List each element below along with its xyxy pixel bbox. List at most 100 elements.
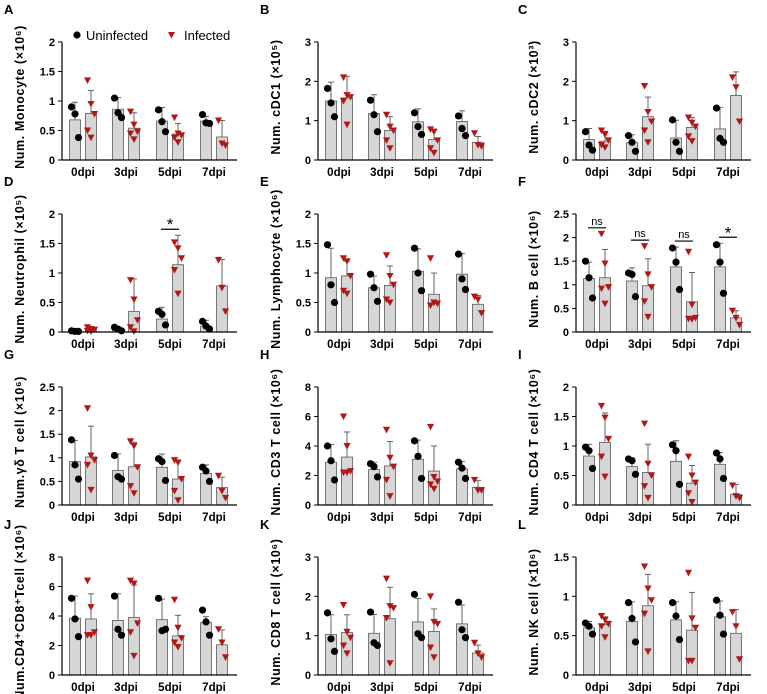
point-uninfected: [631, 638, 640, 646]
point-uninfected: [588, 294, 597, 302]
point-infected: [221, 494, 230, 502]
point-infected: [728, 482, 737, 490]
point-uninfected: [117, 113, 126, 122]
point-infected: [83, 127, 92, 135]
point-infected: [339, 601, 348, 609]
point-infected: [647, 118, 656, 126]
chart-svg: G Num.γδ T cell (×10⁶) 0 0.5 1 1.5 2 2.5 0dpi 3dp…: [4, 347, 237, 524]
point-uninfected: [417, 474, 426, 483]
y-tick-label: 0.5: [554, 303, 569, 315]
point-uninfected: [366, 270, 375, 278]
bar-infected-5dpi: [172, 264, 184, 333]
point-infected: [426, 481, 435, 488]
point-infected: [126, 130, 135, 138]
point-uninfected: [327, 457, 335, 465]
point-uninfected: [117, 631, 126, 639]
point-infected: [343, 650, 351, 657]
point-infected: [688, 499, 696, 506]
point-infected: [470, 639, 479, 647]
y-tick-label: 1: [563, 116, 569, 128]
point-uninfected: [202, 618, 210, 626]
point-uninfected: [198, 110, 207, 119]
point-uninfected: [624, 599, 633, 607]
point-uninfected: [628, 457, 636, 465]
point-uninfected: [458, 275, 466, 283]
y-tick-label: 0: [305, 670, 311, 682]
point-infected: [174, 130, 182, 138]
significance-label: *: [725, 223, 732, 242]
point-infected: [644, 109, 652, 116]
point-infected: [346, 634, 355, 642]
point-infected: [477, 487, 486, 494]
point-infected: [382, 137, 391, 144]
point-uninfected: [585, 274, 593, 282]
bar-uninfected-0dpi: [325, 100, 337, 161]
point-infected: [684, 453, 693, 461]
point-infected: [174, 624, 182, 632]
y-axis-label: Num. Neutrophil (×10⁵): [13, 194, 27, 343]
point-uninfected: [716, 611, 724, 619]
y-axis-label: Num. cDC2 (×10³): [527, 40, 541, 153]
point-infected: [346, 94, 355, 101]
point-uninfected: [588, 464, 597, 473]
legend-uninfected-marker: [73, 31, 81, 39]
point-uninfected: [414, 269, 422, 277]
point-infected: [474, 650, 482, 657]
point-uninfected: [110, 592, 119, 600]
point-uninfected: [414, 122, 422, 131]
point-uninfected: [323, 241, 332, 249]
panel-letter: G: [4, 347, 14, 362]
x-tick-label: 0dpi: [585, 682, 609, 694]
point-infected: [343, 92, 351, 99]
point-infected: [735, 494, 744, 502]
point-infected: [382, 111, 391, 119]
point-uninfected: [202, 467, 210, 475]
point-infected: [640, 83, 649, 90]
point-uninfected: [712, 596, 721, 604]
panel-k: K Num. CD8 T cell (×10⁶) 0 1 2 3 0dpi 3dpi 5dpi 7…: [256, 515, 512, 694]
bar-infected-0dpi: [85, 618, 97, 676]
point-uninfected: [67, 103, 76, 111]
point-infected: [684, 114, 693, 122]
point-infected: [597, 285, 606, 293]
point-infected: [221, 308, 230, 315]
point-uninfected: [581, 257, 590, 265]
y-tick-label: 0: [563, 327, 569, 339]
point-infected: [604, 284, 613, 291]
y-tick-label: 1: [305, 116, 311, 128]
point-infected: [426, 126, 435, 133]
x-tick-label: 0dpi: [327, 339, 351, 351]
y-tick-label: 3: [563, 37, 569, 49]
point-infected: [87, 452, 95, 460]
significance-label: ns: [591, 216, 603, 228]
x-tick-label: 7dpi: [202, 167, 226, 179]
x-tick-label: 0dpi: [71, 512, 95, 524]
y-tick-label: 1.5: [40, 429, 55, 441]
point-uninfected: [110, 94, 119, 102]
point-infected: [133, 317, 142, 324]
y-tick-label: 2.5: [40, 382, 55, 394]
point-infected: [688, 615, 696, 622]
point-infected: [688, 138, 696, 145]
point-uninfected: [454, 250, 463, 258]
point-infected: [597, 453, 606, 461]
y-tick-label: 2: [563, 233, 569, 245]
x-tick-label: 3dpi: [370, 682, 394, 694]
point-uninfected: [672, 258, 680, 266]
bar-uninfected-5dpi: [412, 458, 424, 506]
point-infected: [386, 454, 394, 462]
chart-svg: F Num. B cell (×10⁶) 0 0.5 1 1.5 2 2.5 0dpi 3dpi 5…: [518, 174, 751, 351]
point-infected: [218, 639, 226, 647]
bar-uninfected-7dpi: [456, 273, 468, 333]
y-axis-label: Num. Monocyte (×10⁶): [13, 25, 27, 169]
point-infected: [389, 605, 398, 612]
point-infected: [433, 137, 442, 144]
point-infected: [735, 118, 744, 126]
point-uninfected: [628, 138, 636, 146]
point-uninfected: [588, 146, 597, 154]
point-uninfected: [370, 111, 378, 119]
point-infected: [177, 255, 186, 262]
point-infected: [597, 127, 606, 135]
point-infected: [130, 136, 138, 143]
x-tick-label: 5dpi: [672, 682, 696, 694]
